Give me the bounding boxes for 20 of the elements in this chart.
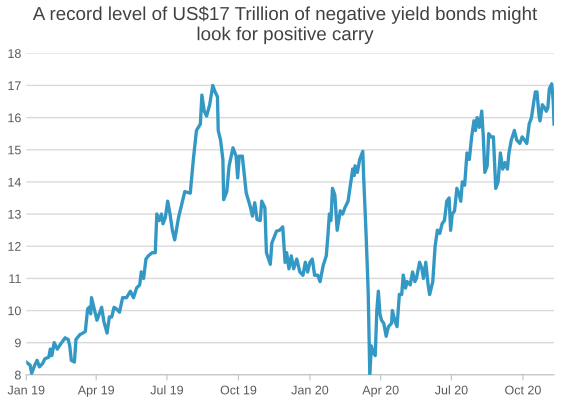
- chart-title: A record level of US$17 Trillion of negative yield bonds might look for positive carry: [32, 6, 538, 44]
- y-tick-label: 9: [14, 338, 21, 348]
- y-tick-label: 16: [8, 113, 21, 122]
- x-tick-label: Apr 19: [78, 386, 114, 397]
- y-tick-label: 14: [8, 178, 21, 186]
- y-tick-label: 10: [8, 306, 21, 316]
- x-tick-label: Oct 19: [220, 386, 256, 394]
- y-tick-label: 18: [8, 49, 21, 58]
- x-tick-label: Apr 20: [362, 386, 399, 397]
- x-tick-label: Jan 20: [291, 386, 328, 394]
- y-tick-label: 12: [8, 242, 21, 251]
- y-tick-label: 11: [9, 274, 21, 283]
- x-tick-label: Jul 19: [150, 385, 184, 394]
- y-tick-label: 8: [14, 370, 21, 380]
- x-tick-label: Jul 20: [434, 385, 468, 394]
- y-tick-label: 13: [8, 210, 21, 219]
- x-tick-label: Oct 20: [505, 386, 541, 394]
- x-tick-label: Jan 19: [8, 386, 44, 394]
- y-tick-label: 15: [8, 146, 21, 154]
- y-tick-label: 17: [8, 81, 21, 90]
